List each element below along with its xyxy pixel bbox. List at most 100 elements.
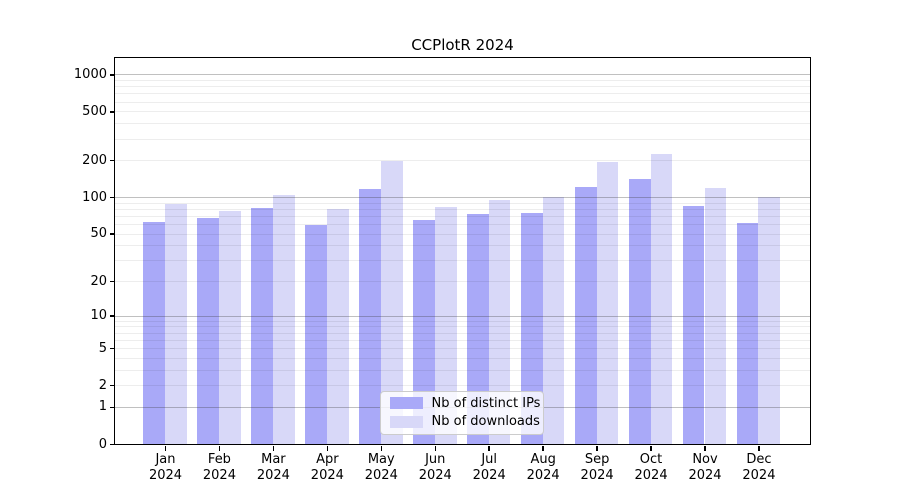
x-tick-label-apr: Apr 2024 xyxy=(287,452,367,484)
gridline-minor-20 xyxy=(114,281,810,283)
y-tick-10 xyxy=(109,315,115,317)
gridline-minor-3 xyxy=(114,369,810,371)
x-tick-jul xyxy=(488,446,490,451)
y-tick-label-20: 20 xyxy=(90,273,107,289)
bar-downloads-mar xyxy=(272,194,295,444)
bar-downloads-jun xyxy=(434,206,457,444)
x-tick-oct xyxy=(650,446,652,451)
y-tick-label-50: 50 xyxy=(90,226,107,242)
y-tick-label-10: 10 xyxy=(90,308,107,324)
y-tick-50 xyxy=(109,233,115,235)
x-tick-dec xyxy=(758,446,760,451)
y-tick-100 xyxy=(109,196,115,199)
y-tick-1 xyxy=(109,406,115,409)
bar-downloads-sep xyxy=(596,162,619,444)
legend: Nb of distinct IPs Nb of downloads xyxy=(379,390,544,435)
y-tick-1000 xyxy=(109,74,115,76)
y-tick-label-200: 200 xyxy=(82,152,107,168)
x-tick-year-dec: 2024 xyxy=(742,468,776,483)
x-tick-label-dec: Dec 2024 xyxy=(719,452,799,484)
gridline-minor-90 xyxy=(114,202,810,204)
gridline-minor-600 xyxy=(114,101,810,103)
y-tick-500 xyxy=(109,111,115,113)
gridline-minor-9 xyxy=(114,320,810,322)
legend-row-distinct-ips: Nb of distinct IPs xyxy=(389,396,540,411)
bar-ips-apr xyxy=(305,224,327,444)
y-tick-label-500: 500 xyxy=(82,103,107,119)
legend-row-downloads: Nb of downloads xyxy=(389,414,540,430)
x-tick-year-may: 2024 xyxy=(364,468,398,483)
gridline-minor-30 xyxy=(114,260,810,262)
bar-ips-jul xyxy=(466,213,489,444)
y-tick-label-100: 100 xyxy=(82,189,107,205)
y-tick-20 xyxy=(109,280,115,283)
x-tick-label-oct: Oct 2024 xyxy=(611,452,691,484)
gridline-minor-4 xyxy=(114,357,810,359)
gridline-minor-700 xyxy=(114,93,810,95)
x-tick-year-aug: 2024 xyxy=(526,468,560,483)
x-tick-nov xyxy=(704,446,706,451)
gridline-minor-900 xyxy=(114,79,810,81)
gridline-minor-80 xyxy=(114,208,810,210)
gridline-minor-40 xyxy=(114,245,810,247)
gridline-minor-70 xyxy=(114,215,810,217)
y-tick-label-2: 2 xyxy=(98,377,107,393)
x-tick-mar xyxy=(272,446,275,451)
legend-label-downloads: Nb of downloads xyxy=(431,414,540,430)
y-tick-label-0: 0 xyxy=(98,436,107,452)
x-tick-label-may: May 2024 xyxy=(341,452,421,484)
gridline-minor-8 xyxy=(114,326,810,328)
chart-title: CCPlotR 2024 xyxy=(411,36,514,54)
x-tick-label-jul: Jul 2024 xyxy=(449,452,529,484)
legend-swatch-distinct-ips xyxy=(389,397,423,410)
x-tick-apr xyxy=(326,446,329,451)
x-tick-year-jan: 2024 xyxy=(148,468,183,483)
gridline-minor-50 xyxy=(114,233,810,235)
x-tick-jan xyxy=(164,446,167,451)
bar-downloads-feb xyxy=(218,210,241,444)
bar-downloads-jan xyxy=(165,203,187,444)
bar-downloads-dec xyxy=(758,196,781,444)
x-tick-year-apr: 2024 xyxy=(310,468,344,483)
x-tick-label-sep: Sep 2024 xyxy=(557,452,637,484)
bar-ips-mar xyxy=(251,208,273,444)
bar-downloads-apr xyxy=(326,208,349,444)
gridline-minor-60 xyxy=(114,224,810,226)
y-tick-label-1: 1 xyxy=(98,399,107,415)
bar-ips-may xyxy=(359,188,381,444)
bar-ips-jan xyxy=(143,222,165,444)
bar-ips-oct xyxy=(628,179,651,444)
bar-ips-feb xyxy=(197,218,219,444)
legend-label-distinct-ips: Nb of distinct IPs xyxy=(431,395,541,411)
y-tick-label-5: 5 xyxy=(98,340,107,356)
x-tick-label-jun: Jun 2024 xyxy=(395,452,475,484)
y-tick-5 xyxy=(109,347,115,350)
bar-downloads-oct xyxy=(650,153,673,444)
x-tick-year-sep: 2024 xyxy=(580,468,614,483)
gridline-minor-800 xyxy=(114,86,810,88)
gridline-minor-7 xyxy=(114,332,810,334)
bar-ips-sep xyxy=(574,186,597,444)
y-tick-label-1000: 1000 xyxy=(73,66,107,82)
x-tick-year-nov: 2024 xyxy=(688,468,722,483)
x-tick-jun xyxy=(434,446,436,451)
bar-ips-nov xyxy=(682,206,705,444)
x-tick-feb xyxy=(218,446,221,451)
bar-ips-dec xyxy=(736,223,759,444)
bar-downloads-nov xyxy=(704,188,727,444)
gridline-minor-300 xyxy=(114,138,810,140)
gridline-minor-400 xyxy=(114,123,810,125)
x-tick-label-feb: Feb 2024 xyxy=(179,452,259,484)
x-tick-year-oct: 2024 xyxy=(634,468,668,483)
bar-ips-jun xyxy=(412,219,435,444)
gridline-minor-6 xyxy=(114,339,810,341)
y-tick-2 xyxy=(109,384,115,387)
x-tick-aug xyxy=(542,446,544,451)
x-tick-year-mar: 2024 xyxy=(256,468,290,483)
y-tick-200 xyxy=(109,159,115,162)
gridline-minor-500 xyxy=(114,111,810,113)
gridline-minor-2 xyxy=(114,385,810,387)
legend-swatch-downloads xyxy=(389,415,423,428)
x-tick-year-jun: 2024 xyxy=(418,468,452,483)
